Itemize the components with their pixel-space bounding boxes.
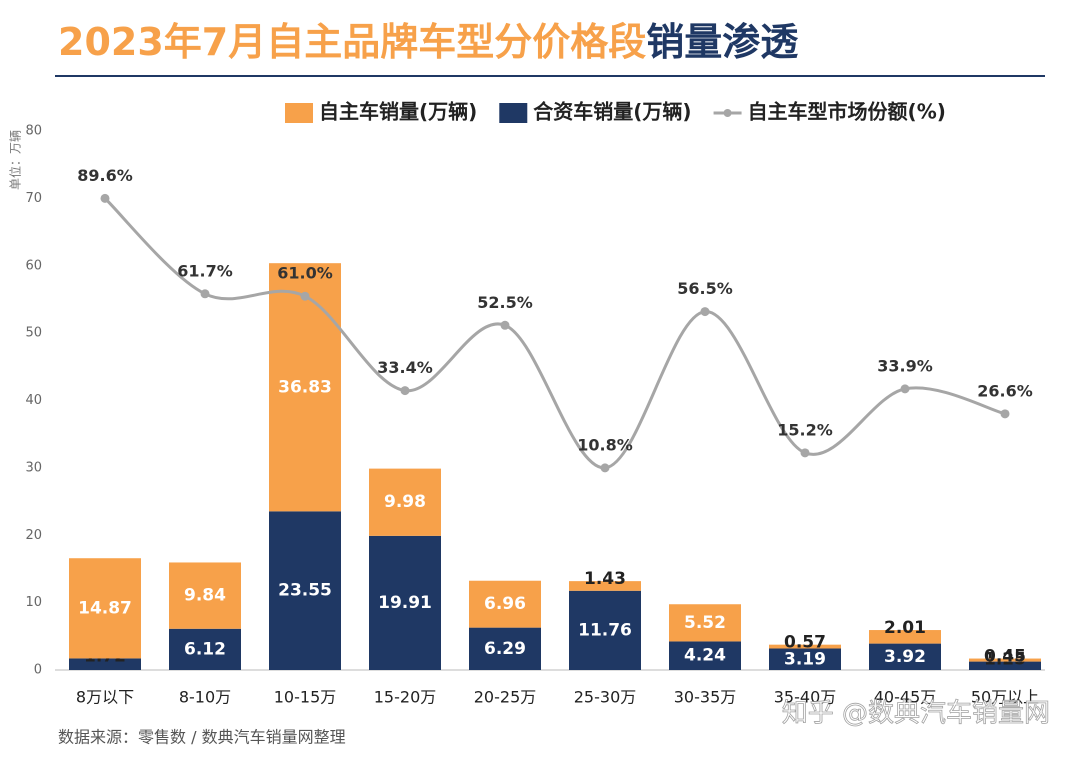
x-tick-label: 35-40万 [774,688,837,707]
value-label: 4.24 [684,646,726,666]
bar-segment [269,263,341,512]
y-tick-label: 30 [25,460,42,475]
share-label: 33.9% [877,356,933,375]
title-part: 2023年7月自主品牌车型分价格段 [58,20,646,64]
chart-title: 2023年7月自主品牌车型分价格段销量渗透 [58,20,799,64]
y-tick-label: 80 [25,124,42,139]
value-label: 6.96 [484,594,526,614]
legend-swatch [723,109,732,117]
value-label: 2.01 [884,618,926,638]
bar-segment [69,558,141,659]
bar-segment [469,627,541,670]
share-point [200,289,210,299]
y-tick-label: 60 [25,258,42,273]
x-tick-label: 50万以上 [971,688,1039,707]
value-label: 19.91 [378,593,432,613]
x-tick-label: 40-45万 [874,688,937,707]
x-tick-label: 25-30万 [574,688,637,707]
share-line [103,197,1006,470]
bar-segment [769,648,841,670]
bar-segment [269,511,341,670]
y-axis-label: 单位：万辆 [8,130,23,190]
bar-segment [969,661,1041,670]
x-tick-label: 8-10万 [179,688,231,707]
share-label: 10.8% [577,435,633,454]
value-label: 36.83 [278,377,332,397]
y-tick-label: 40 [25,393,42,408]
value-label: 0.45 [984,647,1026,667]
legend-swatch [499,103,528,123]
y-tick-label: 0 [34,663,42,678]
x-tick-label: 20-25万 [474,688,537,707]
share-point [800,448,810,458]
share-point [300,291,310,301]
bar-segment [869,630,941,644]
legend-label: 自主车销量(万辆) [319,100,477,124]
legend-label: 自主车型市场份额(%) [748,100,946,124]
share-point [500,320,510,330]
x-tick-label: 10-15万 [274,688,337,707]
share-label: 89.6% [77,166,133,185]
bar-segment [369,535,441,670]
bar-segment [669,604,741,642]
value-label: 9.98 [384,492,426,512]
value-label: 5.52 [684,613,726,633]
value-label: 9.84 [184,586,226,606]
share-label: 61.7% [177,261,233,280]
bar-segment [869,643,941,670]
value-label: 23.55 [278,581,332,601]
share-point [900,384,910,394]
legend-label: 合资车销量(万辆) [533,100,691,124]
share-label: 26.6% [977,381,1033,400]
source: 数据来源：零售数 / 数典汽车销量网整理 [58,728,346,747]
bar-segment [669,641,741,670]
share-label: 56.5% [677,279,733,298]
bar-segment [969,658,1041,662]
share-label: 61.0% [277,264,333,283]
bar-segment [169,562,241,629]
value-label: 11.76 [578,620,632,640]
share-point [400,386,410,396]
legend-swatch [285,103,313,123]
share-point [1000,409,1010,419]
x-tick-label: 30-35万 [674,688,737,707]
share-label: 15.2% [777,420,833,439]
share-label: 33.4% [377,358,433,377]
y-tick-label: 10 [25,595,42,610]
y-tick-label: 70 [25,191,42,206]
x-tick-label: 8万以下 [76,688,134,707]
share-point [600,463,610,473]
x-tick-label: 15-20万 [374,688,437,707]
bar-segment [169,628,241,670]
bar-segment [69,658,141,670]
bar-segment [569,581,641,591]
bar-segment [469,580,541,628]
value-label: 3.19 [784,649,826,669]
share-point [100,193,110,203]
value-label: 6.29 [484,639,526,659]
share-label: 52.5% [477,293,533,312]
y-tick-label: 20 [25,528,42,543]
value-label: 6.12 [184,639,226,659]
bar-segment [369,468,441,536]
watermark: 知乎 @数典汽车销量网 [782,699,1050,729]
y-tick-label: 50 [25,326,42,341]
bar-segment [569,590,641,670]
bar-segment [769,644,841,649]
title-part: 销量渗透 [646,20,799,64]
value-label: 0.57 [784,633,826,653]
value-label: 14.87 [78,598,132,618]
value-label: 1.43 [584,569,626,589]
value-label: 3.92 [884,647,926,667]
share-point [700,307,710,317]
